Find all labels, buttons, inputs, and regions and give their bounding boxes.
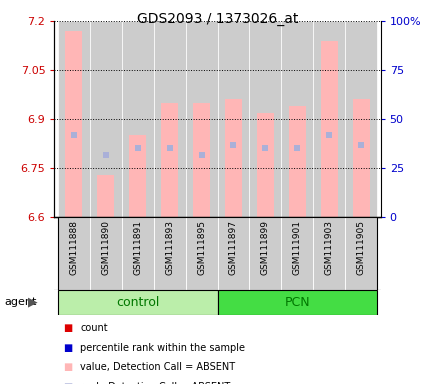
Bar <box>249 21 281 217</box>
Bar <box>185 217 217 290</box>
Text: ▶: ▶ <box>28 296 38 309</box>
Bar <box>288 106 306 217</box>
Text: ■: ■ <box>63 362 72 372</box>
Bar <box>281 21 313 217</box>
Text: rank, Detection Call = ABSENT: rank, Detection Call = ABSENT <box>80 382 230 384</box>
Bar <box>121 21 153 217</box>
Text: GSM111893: GSM111893 <box>164 220 174 275</box>
Text: GSM111897: GSM111897 <box>228 220 237 275</box>
Bar <box>313 21 345 217</box>
Text: PCN: PCN <box>284 296 309 309</box>
Text: GSM111899: GSM111899 <box>260 220 270 275</box>
Text: GSM111901: GSM111901 <box>292 220 301 275</box>
Bar <box>345 21 377 217</box>
Bar <box>96 174 114 217</box>
Text: percentile rank within the sample: percentile rank within the sample <box>80 343 245 353</box>
Bar <box>192 103 210 217</box>
Bar <box>217 217 249 290</box>
Bar <box>352 99 369 217</box>
Text: control: control <box>115 296 159 309</box>
Text: ■: ■ <box>63 382 72 384</box>
Bar <box>224 99 242 217</box>
Bar <box>217 290 377 315</box>
Bar <box>217 21 249 217</box>
Bar <box>57 290 217 315</box>
Text: GSM111888: GSM111888 <box>69 220 78 275</box>
Bar <box>57 217 89 290</box>
Bar <box>57 21 89 217</box>
Text: value, Detection Call = ABSENT: value, Detection Call = ABSENT <box>80 362 235 372</box>
Bar <box>320 41 338 217</box>
Bar <box>153 217 185 290</box>
Bar <box>65 31 82 217</box>
Bar <box>128 136 146 217</box>
Text: ■: ■ <box>63 323 72 333</box>
Text: GSM111895: GSM111895 <box>197 220 206 275</box>
Bar <box>249 217 281 290</box>
Bar <box>313 217 345 290</box>
Text: ■: ■ <box>63 343 72 353</box>
Bar <box>345 217 377 290</box>
Bar <box>89 217 121 290</box>
Text: agent: agent <box>4 297 36 308</box>
Bar <box>153 21 185 217</box>
Bar <box>121 217 153 290</box>
Text: GSM111905: GSM111905 <box>356 220 365 275</box>
Text: GSM111890: GSM111890 <box>101 220 110 275</box>
Text: GSM111903: GSM111903 <box>324 220 333 275</box>
Text: GSM111891: GSM111891 <box>133 220 142 275</box>
Bar <box>256 113 274 217</box>
Bar <box>281 217 313 290</box>
Bar <box>160 103 178 217</box>
Bar <box>89 21 121 217</box>
Text: GDS2093 / 1373026_at: GDS2093 / 1373026_at <box>137 12 297 25</box>
Text: count: count <box>80 323 108 333</box>
Bar <box>185 21 217 217</box>
